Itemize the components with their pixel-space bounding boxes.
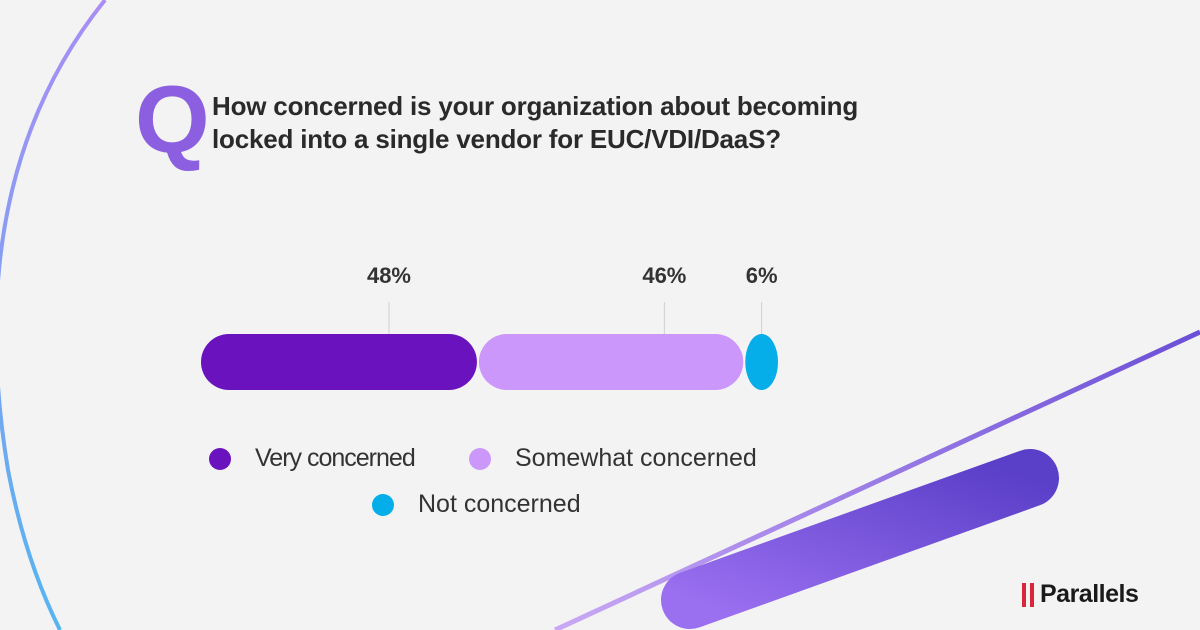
legend-somewhat-concerned: Somewhat concerned	[469, 444, 757, 473]
bar-segment-2	[745, 334, 778, 390]
legend-label: Not concerned	[418, 490, 581, 518]
parallels-logo: Parallels	[1022, 580, 1139, 609]
decorative-arc	[0, 0, 107, 630]
question-title: How concerned is your organization about…	[212, 90, 858, 156]
legend-not-concerned: Not concerned	[372, 490, 581, 519]
title-line-2: locked into a single vendor for EUC/VDI/…	[212, 124, 781, 154]
title-line-1: How concerned is your organization about…	[212, 91, 859, 121]
brand-name: Parallels	[1040, 580, 1139, 608]
data-label-0: 48%	[367, 263, 411, 288]
question-icon: Q	[135, 66, 210, 173]
data-label-2: 6%	[746, 263, 778, 288]
decorative-thick-bar	[661, 449, 1059, 629]
parallels-bars-icon	[1022, 582, 1034, 607]
bar-segment-0	[201, 334, 477, 390]
legend-dot-very	[209, 447, 231, 470]
legend-very-concerned: Very concerned	[209, 444, 416, 473]
legend-label: Very concerned	[255, 444, 416, 472]
data-label-1: 46%	[642, 263, 686, 288]
legend-label: Somewhat concerned	[515, 444, 757, 472]
legend-dot-somewhat	[469, 447, 491, 470]
bar-segment-1	[478, 334, 744, 390]
decorative-line	[553, 329, 1200, 630]
legend-dot-not	[372, 493, 394, 516]
